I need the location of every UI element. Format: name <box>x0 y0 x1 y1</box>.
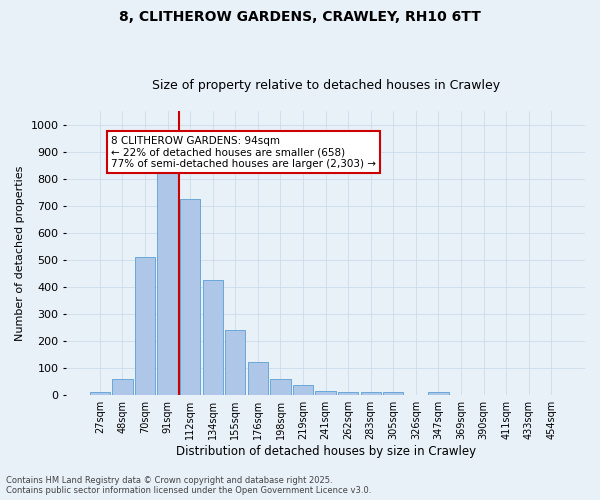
Text: 8, CLITHEROW GARDENS, CRAWLEY, RH10 6TT: 8, CLITHEROW GARDENS, CRAWLEY, RH10 6TT <box>119 10 481 24</box>
Bar <box>135 257 155 394</box>
Bar <box>248 362 268 394</box>
Title: Size of property relative to detached houses in Crawley: Size of property relative to detached ho… <box>152 79 500 92</box>
Bar <box>383 392 403 394</box>
X-axis label: Distribution of detached houses by size in Crawley: Distribution of detached houses by size … <box>176 444 476 458</box>
Bar <box>316 390 336 394</box>
Y-axis label: Number of detached properties: Number of detached properties <box>15 166 25 340</box>
Text: Contains HM Land Registry data © Crown copyright and database right 2025.
Contai: Contains HM Land Registry data © Crown c… <box>6 476 371 495</box>
Bar <box>157 170 178 394</box>
Bar <box>180 199 200 394</box>
Bar <box>428 392 449 394</box>
Bar <box>112 378 133 394</box>
Bar <box>90 392 110 394</box>
Bar <box>293 386 313 394</box>
Bar <box>361 392 381 394</box>
Bar <box>338 392 358 394</box>
Bar <box>225 330 245 394</box>
Text: 8 CLITHEROW GARDENS: 94sqm
← 22% of detached houses are smaller (658)
77% of sem: 8 CLITHEROW GARDENS: 94sqm ← 22% of deta… <box>111 136 376 168</box>
Bar <box>271 380 290 394</box>
Bar <box>203 280 223 394</box>
